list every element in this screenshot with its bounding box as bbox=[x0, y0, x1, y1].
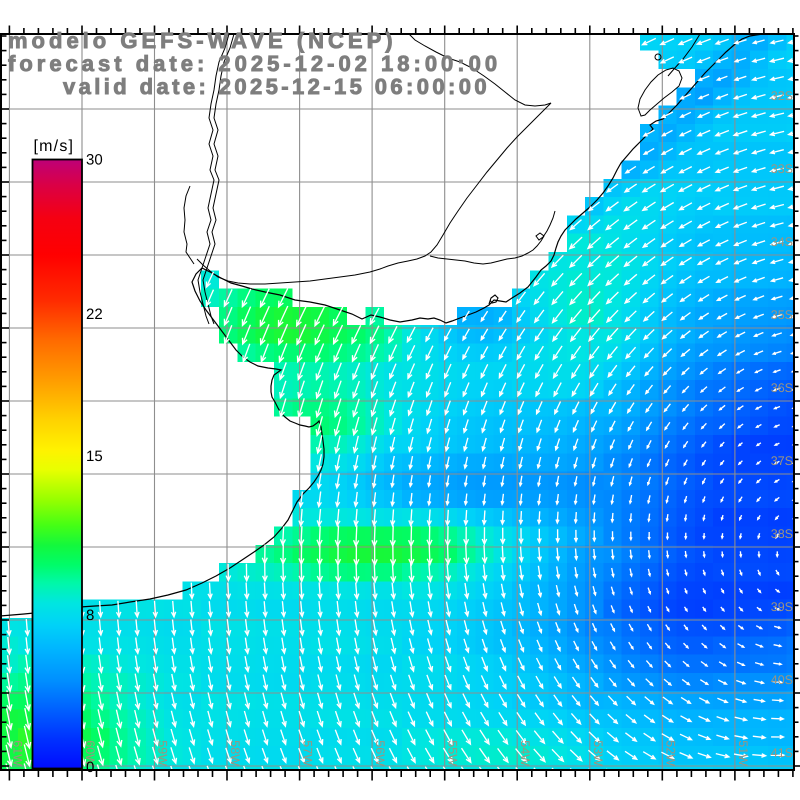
svg-text:36S: 36S bbox=[771, 381, 793, 395]
svg-text:modelo GEFS-WAVE (NCEP): modelo GEFS-WAVE (NCEP) bbox=[8, 28, 397, 53]
svg-text:35S: 35S bbox=[771, 308, 793, 322]
svg-text:55W: 55W bbox=[446, 740, 460, 766]
svg-text:22: 22 bbox=[86, 306, 103, 323]
svg-text:54W: 54W bbox=[518, 740, 532, 766]
svg-text:valid date: 2025-12-15 06:00:0: valid date: 2025-12-15 06:00:00 bbox=[63, 74, 490, 99]
svg-text:56W: 56W bbox=[373, 740, 387, 766]
svg-text:34S: 34S bbox=[771, 235, 793, 249]
svg-text:15: 15 bbox=[86, 448, 103, 465]
svg-text:40S: 40S bbox=[771, 673, 793, 687]
svg-text:38S: 38S bbox=[771, 527, 793, 541]
svg-text:32S: 32S bbox=[771, 89, 793, 103]
svg-text:60W: 60W bbox=[83, 740, 97, 766]
svg-text:37S: 37S bbox=[771, 454, 793, 468]
svg-text:8: 8 bbox=[86, 607, 94, 624]
svg-text:58W: 58W bbox=[228, 740, 242, 766]
svg-text:52W: 52W bbox=[663, 740, 677, 766]
svg-text:0: 0 bbox=[86, 759, 94, 776]
svg-text:39S: 39S bbox=[771, 600, 793, 614]
svg-text:30: 30 bbox=[86, 152, 103, 169]
svg-text:57W: 57W bbox=[301, 740, 315, 766]
svg-text:51W: 51W bbox=[736, 740, 750, 766]
svg-text:[m/s]: [m/s] bbox=[34, 138, 75, 155]
svg-text:forecast date: 2025-12-02 18:0: forecast date: 2025-12-02 18:00:00 bbox=[8, 51, 501, 76]
svg-text:59W: 59W bbox=[156, 740, 170, 766]
svg-text:33S: 33S bbox=[771, 162, 793, 176]
svg-text:53W: 53W bbox=[591, 740, 605, 766]
svg-text:41S: 41S bbox=[771, 746, 793, 760]
svg-text:61W: 61W bbox=[10, 740, 24, 766]
